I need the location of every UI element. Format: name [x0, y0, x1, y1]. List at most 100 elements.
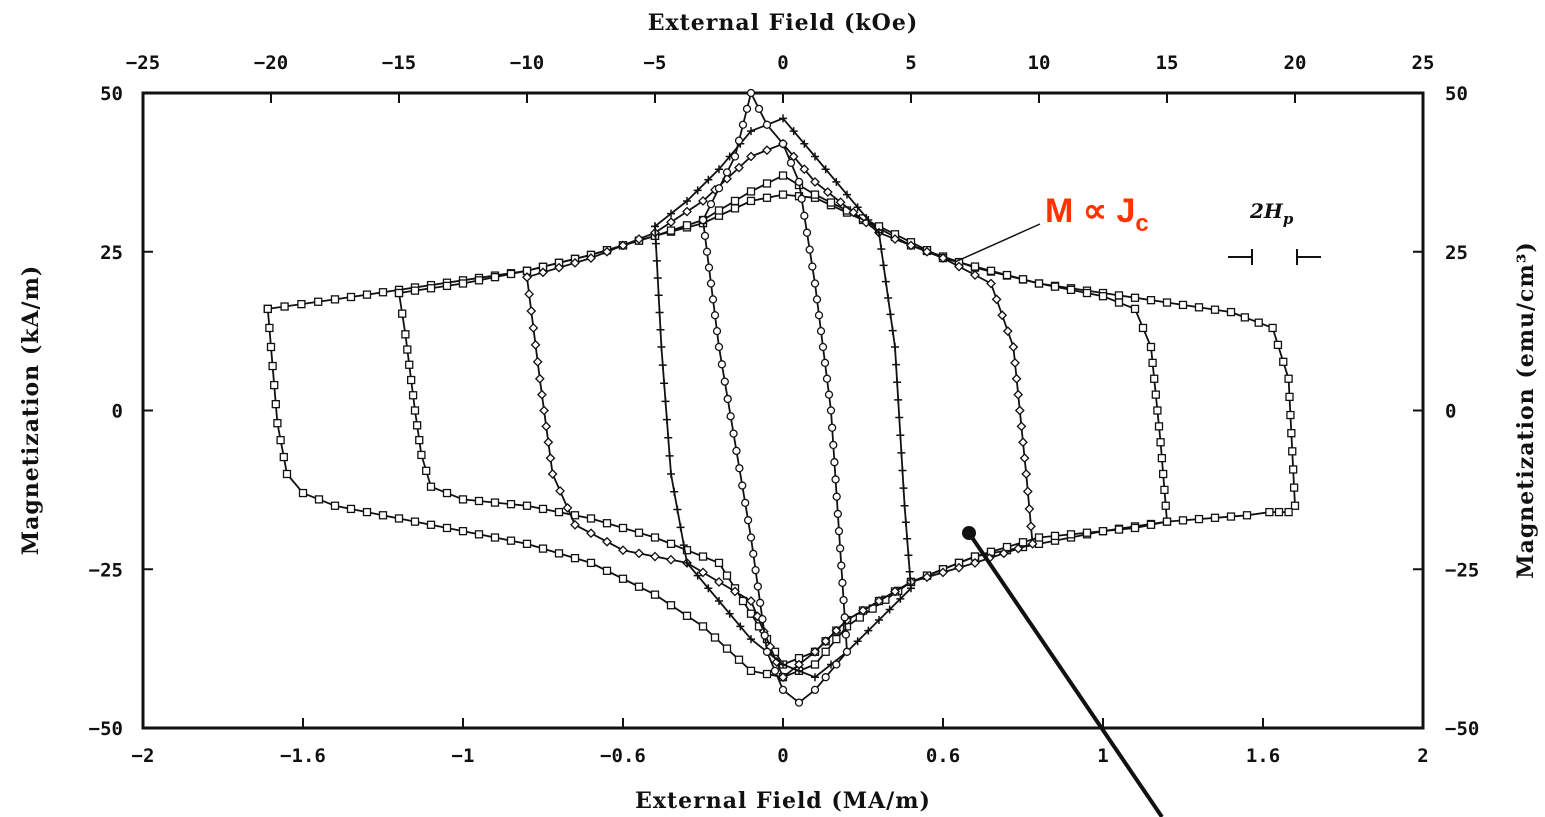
data-point — [864, 626, 873, 635]
data-point — [698, 552, 708, 561]
data-point — [840, 613, 849, 622]
data-point — [1019, 453, 1030, 464]
data-point — [778, 139, 788, 148]
y-tick-label: 0 — [112, 401, 123, 423]
data-point — [1034, 533, 1044, 542]
data-point — [490, 498, 500, 507]
data-point — [458, 527, 468, 536]
y-axis-title: Magnetization (kA/m) — [18, 265, 44, 556]
y-tick-label: −25 — [89, 559, 123, 581]
data-point — [720, 377, 729, 386]
data-point — [650, 551, 660, 562]
data-point — [1146, 342, 1156, 352]
x2-tick-label: −25 — [126, 52, 160, 74]
data-point — [725, 609, 734, 618]
data-point — [826, 198, 836, 207]
data-point — [877, 245, 886, 254]
data-point — [762, 120, 772, 129]
data-point — [991, 294, 1002, 305]
data-point — [537, 389, 547, 400]
data-point — [712, 326, 722, 336]
data-point — [858, 605, 868, 616]
data-point — [528, 323, 539, 333]
data-point — [730, 196, 740, 206]
data-point — [346, 504, 356, 514]
data-point — [779, 660, 787, 669]
data-point — [822, 187, 833, 197]
data-point — [362, 290, 372, 299]
data-point — [297, 299, 306, 309]
data-point — [794, 698, 804, 707]
data-point — [570, 519, 580, 530]
data-point — [1098, 292, 1108, 301]
data-point — [538, 504, 548, 514]
data-point — [474, 276, 484, 285]
y2-tick-label: −50 — [1445, 718, 1479, 740]
data-point — [810, 660, 820, 669]
x2-tick-label: 10 — [1028, 52, 1051, 74]
data-point — [747, 635, 755, 644]
data-point — [802, 228, 812, 237]
data-point — [704, 584, 713, 593]
data-point — [897, 448, 906, 457]
data-point — [855, 613, 864, 622]
data-point — [726, 412, 735, 421]
data-point — [821, 647, 830, 656]
data-point — [729, 429, 738, 438]
data-point — [723, 394, 732, 404]
data-point — [273, 419, 282, 428]
data-point — [1026, 521, 1036, 532]
x2-tick-label: −5 — [644, 52, 667, 74]
data-point — [679, 541, 688, 550]
data-point — [394, 514, 404, 523]
data-point — [522, 272, 532, 283]
data-point — [676, 523, 685, 532]
data-point — [901, 518, 910, 527]
data-point — [1098, 527, 1108, 536]
data-point — [789, 127, 798, 136]
data-point — [734, 136, 744, 145]
data-point — [1289, 483, 1299, 492]
data-point — [835, 544, 845, 553]
data-point — [656, 325, 665, 334]
data-point — [904, 551, 913, 560]
data-point — [1018, 275, 1028, 284]
data-point — [1210, 513, 1220, 522]
hp-annotation: 2Hp — [1228, 199, 1321, 265]
data-point — [698, 567, 708, 578]
y2-tick-label: 0 — [1445, 401, 1456, 423]
data-point — [831, 475, 840, 484]
data-point — [786, 158, 796, 168]
data-point — [839, 595, 848, 605]
data-point — [298, 488, 308, 498]
data-point — [618, 545, 628, 556]
data-point — [795, 666, 803, 675]
data-point — [805, 245, 814, 254]
data-point — [586, 253, 596, 264]
data-point — [746, 187, 756, 196]
data-point — [602, 536, 612, 547]
data-point — [890, 234, 900, 244]
data-point — [667, 470, 675, 478]
data-point — [634, 234, 644, 244]
data-point — [426, 520, 436, 529]
data-point — [735, 464, 744, 473]
data-point — [570, 553, 580, 563]
data-point — [1290, 501, 1300, 510]
data-point — [378, 511, 388, 520]
data-point — [539, 405, 549, 416]
data-point — [522, 539, 532, 548]
data-point — [1154, 422, 1164, 431]
data-point — [746, 88, 756, 98]
data-point — [586, 528, 596, 539]
data-point — [657, 343, 666, 351]
data-point — [1254, 318, 1263, 327]
data-point — [824, 390, 834, 399]
data-point — [922, 572, 932, 583]
data-point — [1066, 530, 1076, 539]
data-point — [666, 554, 676, 565]
data-point — [1194, 303, 1204, 312]
data-point — [885, 605, 894, 614]
data-point — [458, 279, 468, 288]
